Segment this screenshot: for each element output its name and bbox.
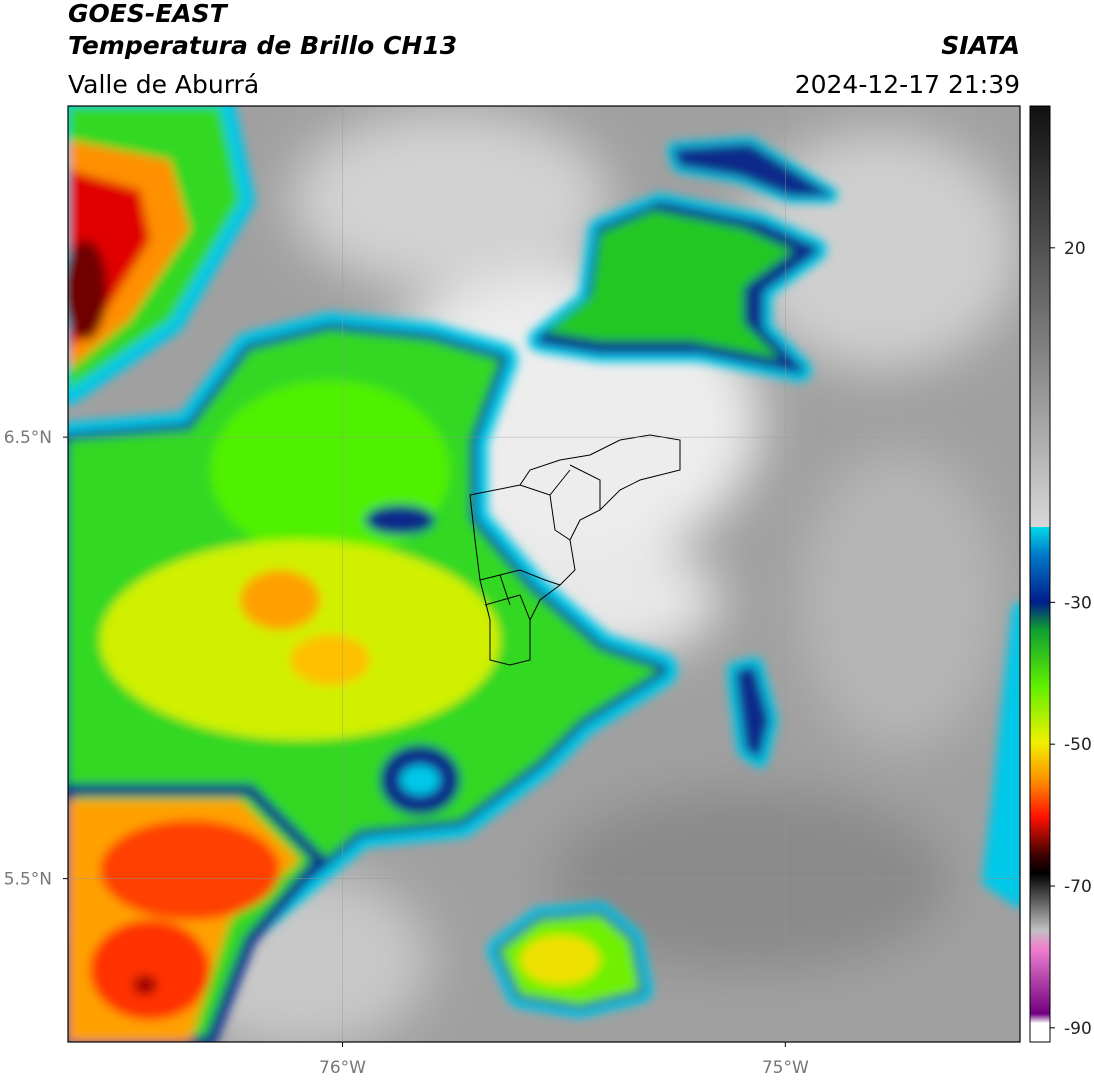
region: Valle de Aburrá <box>68 70 259 99</box>
map-frame <box>67 105 1021 1043</box>
colorbar-tick-label: -70 <box>1064 877 1092 897</box>
cloud-layers <box>68 106 1020 1042</box>
colorbar-tick-label: -90 <box>1064 1019 1092 1039</box>
colorbar-tick-label: -30 <box>1064 593 1092 613</box>
x-tick-label: 75°W <box>762 1058 809 1078</box>
timestamp: 2024-12-17 21:39 <box>795 70 1020 99</box>
y-tick-label: 5.5°N <box>4 870 52 890</box>
colorbar-tick-label: -50 <box>1064 735 1092 755</box>
satellite-image <box>68 106 1020 1042</box>
source: SIATA <box>941 31 1020 60</box>
colorbar <box>1029 105 1051 1043</box>
colorbar-tick-label: 20 <box>1064 239 1086 259</box>
title: GOES-EAST <box>68 0 229 28</box>
x-tick-label: 76°W <box>319 1058 366 1078</box>
municipal-borders <box>469 434 681 666</box>
subtitle: Temperatura de Brillo CH13 <box>68 31 457 60</box>
y-tick-label: 6.5°N <box>4 428 52 448</box>
